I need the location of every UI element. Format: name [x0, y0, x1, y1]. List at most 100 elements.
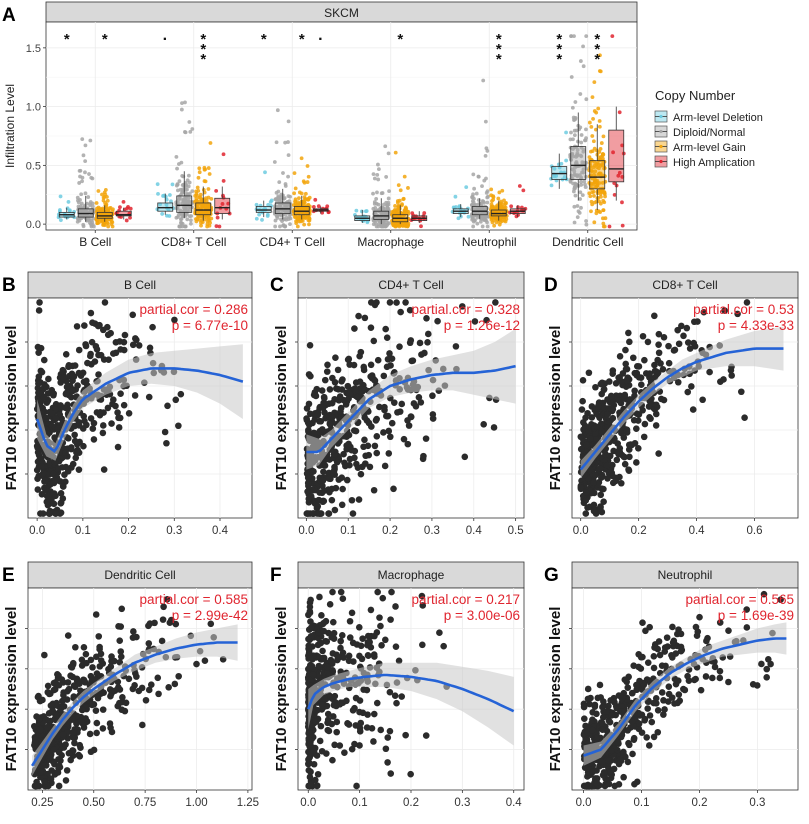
scatter-point — [483, 316, 490, 324]
jitter-point — [263, 170, 267, 175]
scatter-point — [359, 635, 366, 642]
scatter-point — [142, 696, 150, 704]
scatter-point — [319, 477, 327, 484]
scatter-point — [422, 732, 430, 739]
scatter-point — [662, 662, 669, 670]
jitter-point — [320, 210, 325, 215]
scatter-point — [324, 361, 331, 369]
scatter-point — [34, 444, 41, 452]
jitter-point — [398, 188, 403, 193]
scatter-point — [600, 698, 607, 705]
scatter-point — [621, 391, 629, 399]
scatter-point — [600, 768, 608, 776]
scatter-point — [594, 733, 601, 741]
jitter-point — [620, 223, 625, 228]
jitter-point — [581, 44, 585, 49]
jitter-point — [83, 170, 87, 175]
jitter-point — [403, 210, 407, 215]
scatter-point — [97, 657, 105, 664]
jitter-point — [295, 206, 300, 211]
scatter-point — [122, 699, 130, 707]
jitter-point — [498, 204, 503, 209]
scatter-point — [343, 697, 350, 705]
scatter-point — [40, 356, 48, 364]
scatter-point — [47, 753, 54, 761]
scatter-point — [350, 361, 358, 369]
scatter-point — [384, 734, 392, 741]
scatter-point — [331, 741, 338, 749]
jitter-point — [316, 204, 321, 209]
x-tick-label: 0.2 — [403, 797, 419, 809]
scatter-point — [307, 596, 314, 604]
jitter-point — [393, 150, 398, 155]
jitter-point — [572, 186, 577, 191]
scatter-point — [171, 316, 178, 324]
scatter-point — [352, 722, 360, 729]
strip-title: B Cell — [124, 278, 156, 292]
scatter-point — [597, 504, 604, 512]
scatter-point — [37, 726, 44, 734]
scatter-point — [324, 710, 332, 718]
scatter-point — [313, 782, 321, 790]
annotation-partial-cor: partial.cor = 0.328 — [412, 302, 520, 317]
scatter-point — [338, 632, 346, 639]
scatter-point — [328, 496, 336, 504]
scatter-point — [34, 693, 42, 701]
points-layer — [30, 595, 238, 790]
scatter-point — [108, 728, 116, 736]
scatter-point — [692, 623, 700, 631]
scatter-point — [429, 411, 437, 418]
scatter-point — [584, 685, 592, 693]
scatter-point — [387, 770, 395, 777]
scatter-point — [125, 675, 133, 683]
x-tick-label: 0.3 — [166, 525, 182, 537]
significance-mark: * — [594, 51, 600, 68]
scatter-point — [334, 366, 342, 374]
jitter-point — [103, 200, 107, 205]
plot-area — [45, 21, 638, 231]
strip-header — [571, 271, 799, 299]
jitter-point — [575, 204, 580, 208]
scatter-point — [149, 323, 156, 331]
panel-letter: E — [2, 565, 15, 586]
scatter-point — [319, 498, 327, 506]
scatter-point — [359, 709, 367, 717]
scatter-point — [116, 414, 124, 422]
jitter-point — [607, 224, 612, 229]
scatter-point — [57, 499, 65, 507]
scatter-point — [595, 402, 603, 410]
scatter-point — [615, 448, 622, 456]
x-tick-label: 0.1 — [340, 525, 356, 537]
scatter-point — [328, 720, 336, 728]
scatter-point — [63, 383, 71, 391]
jitter-point — [189, 214, 194, 218]
scatter-point — [654, 707, 662, 714]
confidence-band — [306, 328, 516, 470]
jitter-point — [95, 221, 100, 226]
scatter-point — [631, 780, 638, 788]
scatter-point — [329, 588, 336, 596]
scatter-point — [613, 456, 621, 464]
strip-header — [27, 561, 253, 589]
scatter-point — [600, 386, 608, 394]
jitter-point — [183, 100, 187, 105]
scatter-point — [378, 642, 385, 649]
scatter-point — [675, 340, 683, 348]
scatter-point — [720, 376, 727, 383]
jitter-point — [519, 205, 524, 210]
jitter-point — [188, 208, 192, 212]
scatter-point — [114, 443, 122, 451]
scatter-point — [608, 747, 615, 755]
scatter-point — [38, 404, 45, 411]
scatter-point — [386, 299, 394, 306]
jitter-point — [194, 217, 198, 221]
significance-mark: * — [102, 31, 108, 48]
scatter-point — [417, 399, 425, 406]
scatter-point — [424, 339, 431, 346]
jitter-point — [294, 221, 299, 226]
scatter-point — [59, 731, 67, 738]
jitter-point — [577, 173, 582, 178]
jitter-point — [185, 187, 189, 192]
scatter-point — [404, 440, 412, 448]
scatter-point — [633, 459, 640, 466]
